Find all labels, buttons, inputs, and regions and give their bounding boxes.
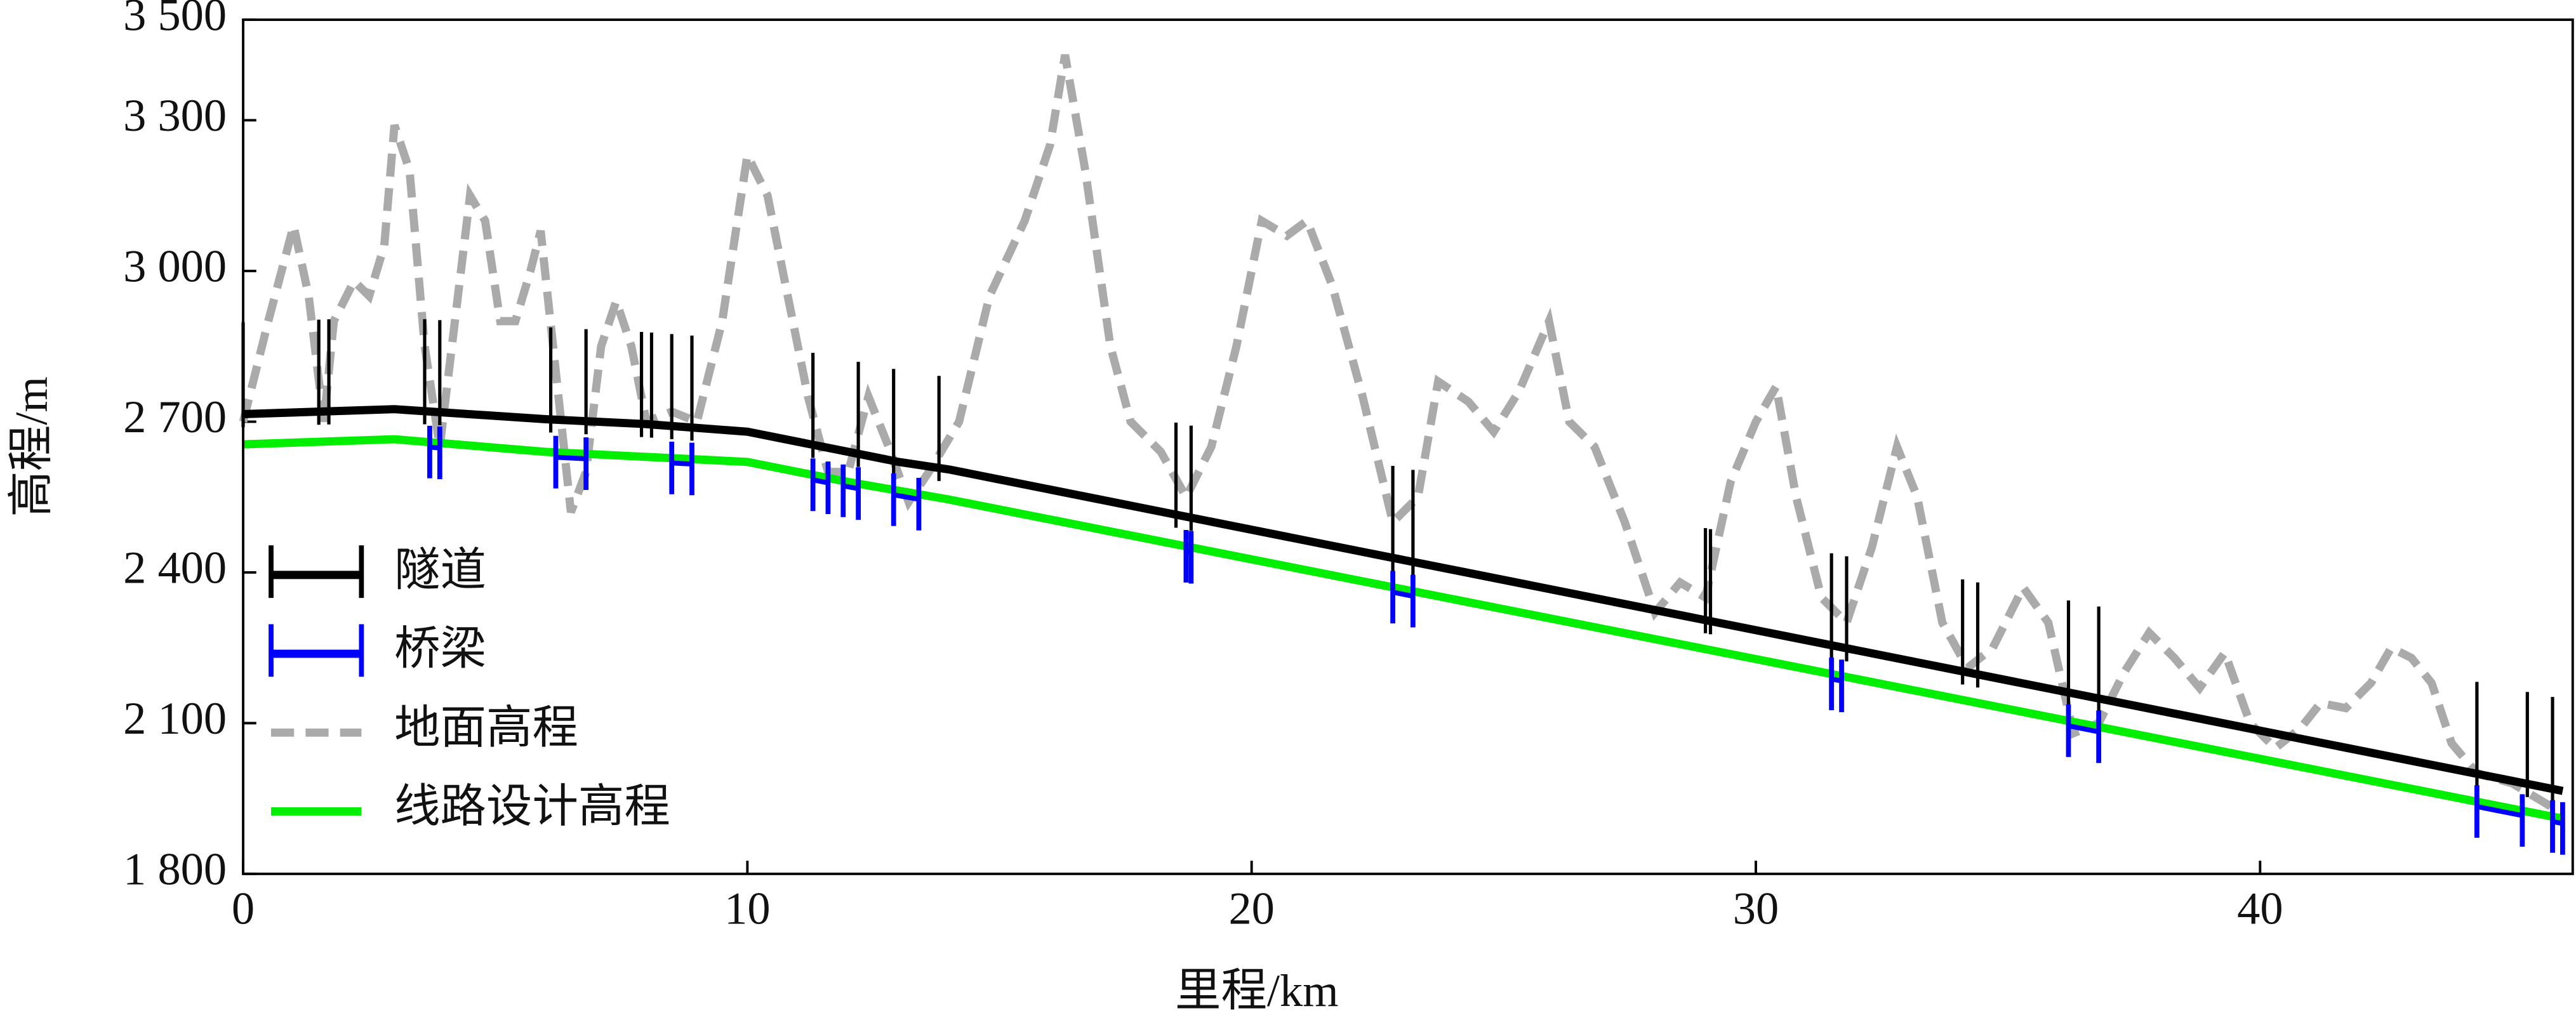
series-line [242, 405, 2564, 795]
y-tick-label: 2 400 [123, 542, 227, 593]
bridge [2550, 800, 2565, 855]
y-tick-label: 3 000 [123, 241, 227, 292]
bridge [2066, 704, 2102, 764]
y-tick-label: 3 500 [123, 0, 227, 41]
x-tick-label: 40 [2237, 883, 2283, 934]
legend-label: 桥梁 [394, 623, 486, 675]
series-line [239, 54, 2565, 817]
bridge [1829, 658, 1844, 713]
bridge [553, 435, 589, 490]
legend-label: 隧道 [394, 544, 486, 595]
bridge [427, 425, 442, 479]
series-line [242, 435, 2564, 823]
x-tick-label: 20 [1228, 883, 1274, 934]
x-tick-label: 30 [1733, 883, 1779, 934]
bridge [891, 473, 922, 531]
bridge [810, 458, 831, 514]
plot-frame [242, 18, 2574, 875]
y-tick-label: 2 100 [123, 692, 227, 744]
legend-label: 线路设计高程 [394, 781, 670, 832]
x-tick-label: 0 [232, 883, 255, 934]
legend-label: 地面高程 [394, 702, 578, 753]
y-tick-label: 3 300 [123, 89, 227, 141]
x-axis-label: 里程/km [1175, 965, 1339, 1016]
bridge [1183, 530, 1194, 584]
y-axis-label: 高程/m [6, 376, 57, 517]
bridge [669, 441, 694, 496]
y-tick-label: 2 700 [123, 391, 227, 442]
bridge [1390, 571, 1416, 628]
y-tick-label: 1 800 [123, 843, 227, 894]
bridge [840, 464, 861, 520]
bridge [2474, 785, 2525, 847]
x-tick-label: 10 [724, 883, 770, 934]
